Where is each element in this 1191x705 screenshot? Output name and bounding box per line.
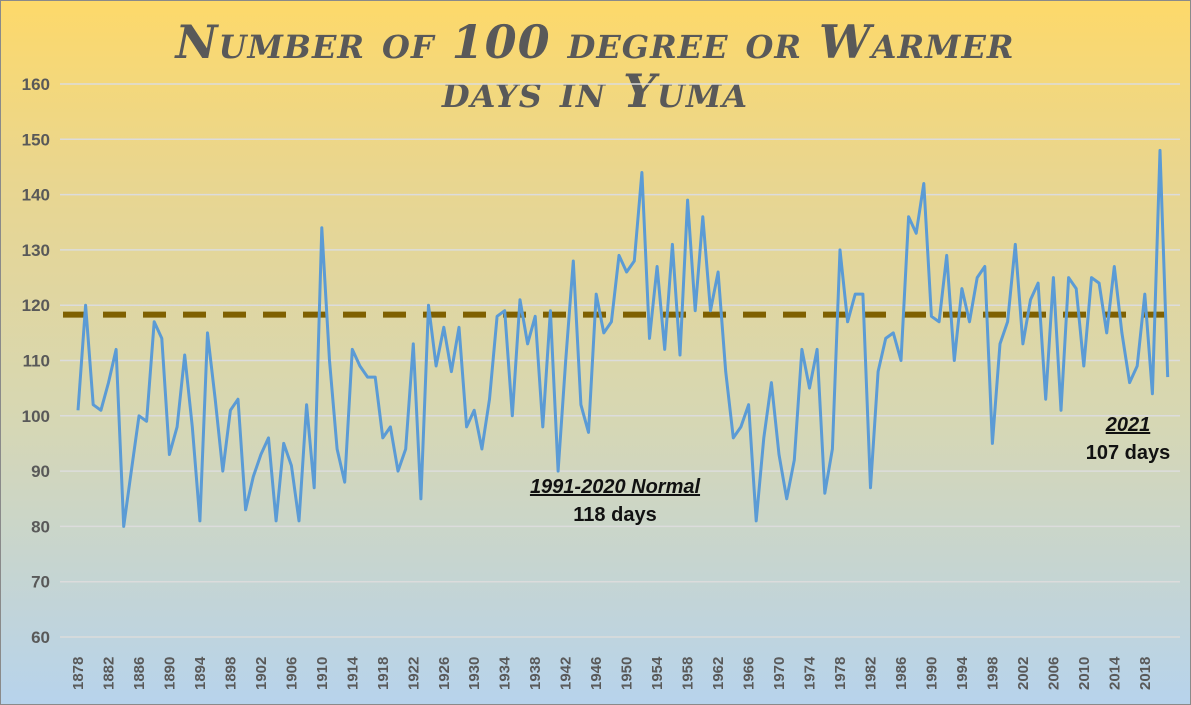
x-tick-label: 1910	[314, 657, 331, 690]
x-tick-label: 1878	[70, 657, 87, 690]
x-tick-label: 1922	[405, 657, 422, 690]
x-tick-label: 1886	[131, 657, 148, 690]
x-tick-label: 1926	[436, 657, 453, 690]
latest-days: 107 days	[1086, 442, 1171, 464]
y-tick-label: 120	[22, 296, 50, 315]
x-tick-label: 2014	[1106, 656, 1123, 690]
x-tick-label: 1970	[771, 657, 788, 690]
x-tick-label: 1930	[466, 657, 483, 690]
x-tick-label: 1906	[283, 657, 300, 690]
x-tick-label: 1942	[558, 657, 575, 690]
y-tick-label: 160	[22, 75, 50, 94]
x-tick-label: 1998	[984, 657, 1001, 690]
y-tick-label: 140	[22, 186, 50, 205]
x-tick-label: 1978	[832, 657, 849, 690]
x-tick-label: 1890	[161, 657, 178, 690]
x-tick-label: 1914	[344, 656, 361, 690]
x-tick-label: 2006	[1045, 657, 1062, 690]
x-tick-label: 1986	[893, 657, 910, 690]
y-tick-label: 150	[22, 130, 50, 149]
x-tick-label: 1966	[741, 657, 758, 690]
latest-year-label: 2021	[1105, 414, 1151, 436]
x-tick-label: 1994	[954, 656, 971, 690]
y-tick-label: 80	[31, 517, 50, 536]
y-tick-label: 60	[31, 628, 50, 647]
x-tick-label: 1962	[710, 657, 727, 690]
x-tick-label: 2018	[1137, 657, 1154, 690]
x-tick-label: 1882	[100, 657, 117, 690]
x-tick-label: 1902	[253, 657, 270, 690]
x-tick-label: 1934	[497, 656, 514, 690]
chart-title-line2: days in Yuma	[441, 64, 748, 118]
y-tick-label: 90	[31, 462, 50, 481]
y-tick-label: 100	[22, 407, 50, 426]
chart-title-line1: Number of 100 degree or Warmer	[174, 15, 1015, 69]
x-tick-label: 1894	[192, 656, 209, 690]
normal-label: 1991-2020 Normal	[530, 476, 701, 498]
x-tick-label: 1974	[802, 656, 819, 690]
x-tick-label: 1990	[923, 657, 940, 690]
x-tick-label: 1954	[649, 656, 666, 690]
x-tick-label: 1946	[588, 657, 605, 690]
x-tick-label: 2002	[1015, 657, 1032, 690]
x-tick-label: 1918	[375, 657, 392, 690]
x-tick-label: 1898	[222, 657, 239, 690]
x-tick-label: 1938	[527, 657, 544, 690]
x-tick-label: 1950	[619, 657, 636, 690]
x-tick-label: 2010	[1076, 657, 1093, 690]
y-tick-label: 70	[31, 573, 50, 592]
x-tick-label: 1982	[862, 657, 879, 690]
series-line	[76, 148, 1170, 528]
x-tick-label: 1958	[680, 657, 697, 690]
normal-days: 118 days	[573, 504, 656, 526]
y-tick-label: 110	[23, 352, 50, 371]
y-tick-label: 130	[22, 241, 50, 260]
